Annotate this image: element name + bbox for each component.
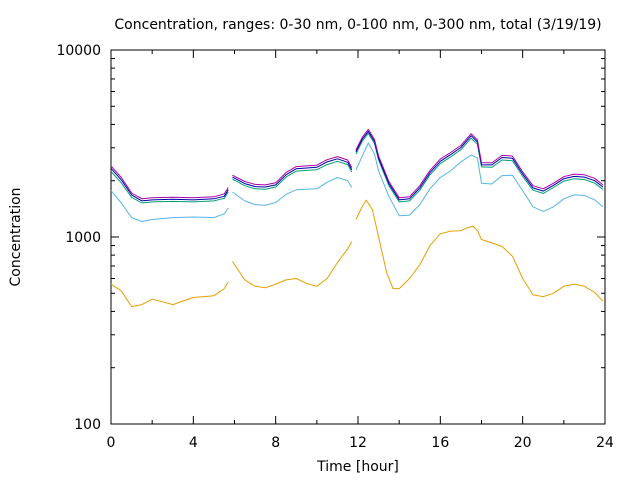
- x-tick-label: 16: [431, 435, 449, 451]
- series-2-line-segment-1: [232, 160, 353, 190]
- series-2-line-segment-2: [355, 132, 604, 203]
- series-0-line-segment-0: [110, 281, 229, 307]
- series-0-line-segment-1: [231, 241, 353, 289]
- series-layer: [110, 128, 604, 307]
- y-tick-label: 10000: [56, 43, 101, 59]
- series-0-line-segment-2: [355, 199, 604, 302]
- series-4-line-segment-0: [110, 165, 229, 200]
- y-axis-label: Concentration: [8, 187, 24, 286]
- series-1-line-segment-1: [232, 177, 353, 206]
- series-4-line-segment-1: [232, 156, 353, 186]
- y-tick-label: 1000: [65, 230, 101, 246]
- series-3-line-segment-1: [232, 158, 353, 188]
- plot-frame: [110, 49, 606, 425]
- ticks-layer: 0 4 8 12 16 20 24 100 1000 10000: [56, 43, 614, 451]
- chart-title: Concentration, ranges: 0-30 nm, 0-100 nm…: [114, 17, 601, 33]
- series-4-line-segment-2: [355, 128, 604, 199]
- x-tick-label: 12: [349, 435, 367, 451]
- x-tick-label: 8: [271, 435, 280, 451]
- y-tick-label: 100: [74, 417, 101, 433]
- x-tick-label: 4: [189, 435, 198, 451]
- series-1-line-segment-0: [110, 190, 229, 222]
- series-3-line-segment-0: [110, 167, 229, 202]
- series-3-line-segment-2: [355, 130, 604, 201]
- x-tick-label: 20: [514, 435, 532, 451]
- x-axis-label: Time [hour]: [316, 459, 399, 475]
- x-tick-label: 0: [107, 435, 116, 451]
- series-2-line-segment-0: [110, 171, 229, 204]
- series-1-line-segment-2: [355, 142, 604, 217]
- x-tick-label: 24: [596, 435, 614, 451]
